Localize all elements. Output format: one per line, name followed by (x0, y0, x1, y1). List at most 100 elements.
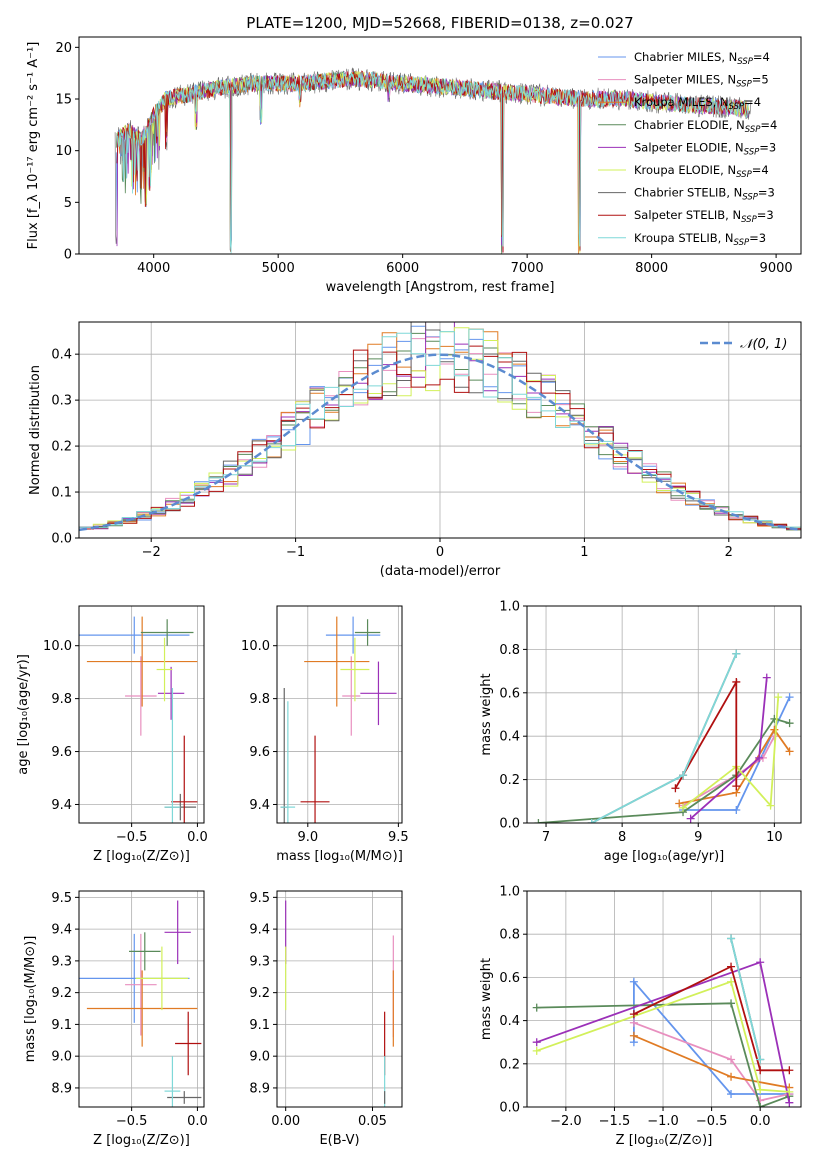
mass_vs_Z-panel: −0.5 0.0 8.9 9.0 9.1 9.2 9.3 9.4 9.5 Z [log₁₀(Z/Z… (23, 890, 208, 1148)
x-axis-label: (data-model)/error (380, 564, 501, 579)
weight-marker (679, 771, 688, 780)
y-tick-label: 9.4 (51, 798, 72, 813)
x-tick-label: 7 (542, 830, 550, 845)
x-axis-label: wavelength [Angstrom, rest frame] (326, 280, 555, 295)
x-tick-label: −0.5 (116, 1114, 148, 1129)
x-tick-label: 1 (580, 545, 588, 560)
weight-marker (727, 999, 736, 1008)
weight-lines (534, 649, 794, 823)
weight-marker (629, 1010, 638, 1019)
legend-label: Chabrier MILES, NSSP=4 (634, 50, 770, 67)
y-tick-label: 0.4 (499, 1014, 520, 1029)
weight-marker (785, 693, 794, 702)
weight-marker (532, 1003, 541, 1012)
x-tick-label: 4000 (137, 261, 170, 276)
y-tick-label: 0.0 (51, 532, 72, 547)
y-tick-label: 0.0 (499, 1101, 520, 1116)
weight-marker (732, 649, 741, 658)
y-tick-label: 9.8 (249, 692, 270, 707)
y-tick-label: 1.0 (499, 885, 520, 900)
errorbars (285, 900, 394, 1107)
x-tick-label: −0.5 (116, 830, 148, 845)
y-tick-label: 0.8 (499, 643, 520, 658)
y-tick-label: 8.9 (249, 1081, 270, 1096)
y-tick-label: 9.6 (249, 745, 270, 760)
x-tick-label: 9000 (760, 261, 793, 276)
y-tick-label: 9.0 (249, 1050, 270, 1065)
weight-marker (774, 693, 783, 702)
weight-marker (785, 1098, 794, 1107)
weight-marker (756, 1055, 765, 1064)
weight-marker (671, 784, 680, 793)
weight-marker (756, 1085, 765, 1094)
x-axis-label: Z [log₁₀(Z/Z⊙)] (93, 849, 190, 864)
gaussian-curve (79, 353, 801, 532)
weight-marker (727, 1090, 736, 1099)
weight-marker (587, 819, 596, 823)
x-tick-label: 0.00 (271, 1114, 300, 1129)
weight-marker (532, 1038, 541, 1047)
y-tick-label: 9.3 (249, 954, 270, 969)
x-tick-label: 8 (618, 830, 626, 845)
errorbars (79, 616, 198, 823)
axes-frame (276, 605, 403, 824)
errorbars (280, 616, 397, 823)
weight-lines (532, 934, 794, 1107)
weight-marker (727, 977, 736, 986)
x-tick-label: 0.0 (187, 830, 208, 845)
x-tick-label: 10 (766, 830, 783, 845)
x-tick-label: 0.05 (358, 1114, 387, 1129)
y-tick-label: 8.9 (51, 1081, 72, 1096)
y-tick-label: 1.0 (499, 600, 520, 615)
y-tick-label: 10 (55, 144, 72, 159)
errorbars (79, 900, 202, 1107)
y-tick-label: 9.1 (51, 1018, 72, 1033)
weight-marker (629, 977, 638, 986)
weight-marker (770, 725, 779, 734)
y-tick-label: 9.2 (249, 986, 270, 1001)
weight-series (538, 717, 790, 823)
weight-marker (732, 782, 741, 791)
weight-series (730, 938, 762, 1060)
weight-marker (756, 1103, 765, 1107)
weight-marker (756, 1066, 765, 1075)
x-tick-label: −1.5 (599, 1114, 631, 1129)
x-tick-label: 0 (436, 545, 444, 560)
y-axis-label: age [log₁₀(age/yr)] (16, 654, 31, 775)
figure-title: PLATE=1200, MJD=52668, FIBERID=0138, z=0… (246, 14, 633, 32)
x-tick-label: −2.0 (550, 1114, 582, 1129)
weight-marker (727, 1055, 736, 1064)
y-tick-label: 9.2 (51, 986, 72, 1001)
x-tick-label: 7000 (511, 261, 544, 276)
x-tick-label: 9 (694, 830, 702, 845)
spectrum-series-8 (117, 71, 750, 254)
x-tick-label: 6000 (386, 261, 419, 276)
axes-frame (526, 890, 802, 1108)
x-tick-label: −1.0 (647, 1114, 679, 1129)
weight-marker (532, 1046, 541, 1055)
x-tick-label: 2 (725, 545, 733, 560)
y-tick-label: 9.4 (249, 923, 270, 938)
y-tick-label: 20 (55, 41, 72, 56)
x-axis-label: age [log₁₀(age/yr)] (604, 849, 725, 864)
spectrum-panel: 4000 5000 6000 7000 8000 9000 0 5 10 15 20 waveleng… (26, 36, 802, 295)
y-tick-label: 9.6 (51, 745, 72, 760)
y-tick-label: 10.0 (241, 639, 270, 654)
weight-marker (732, 805, 741, 814)
x-tick-label: 9.5 (388, 830, 409, 845)
y-tick-label: 0.2 (499, 773, 520, 788)
y-axis-label: mass weight (479, 673, 494, 755)
x-axis-label: Z [log₁₀(Z/Z⊙)] (616, 1133, 713, 1148)
y-tick-label: 5 (64, 196, 72, 211)
y-tick-label: 15 (55, 93, 72, 108)
legend-label: Chabrier ELODIE, NSSP=4 (634, 118, 777, 135)
weight-marker (785, 1066, 794, 1075)
y-tick-label: 0.0 (499, 817, 520, 832)
x-tick-label: 5000 (262, 261, 295, 276)
y-tick-label: 10.0 (43, 639, 72, 654)
x-tick-label: 8000 (635, 261, 668, 276)
weight-marker (534, 819, 543, 823)
legend-label: Salpeter ELODIE, NSSP=3 (634, 140, 776, 157)
weight-marker (727, 962, 736, 971)
